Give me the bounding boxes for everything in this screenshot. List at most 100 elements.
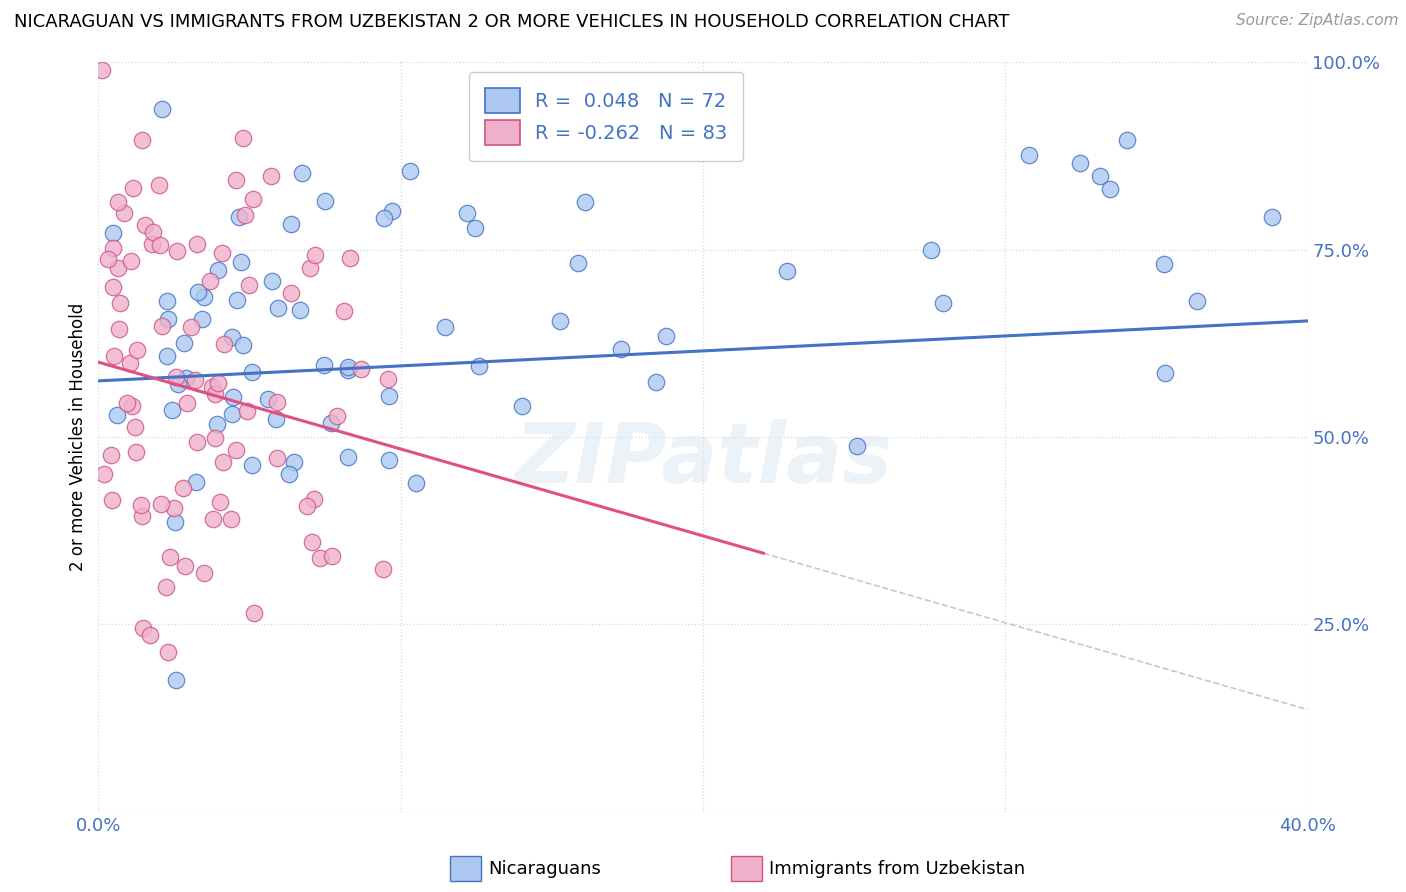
- Point: [228, 210, 250, 224]
- Point: [148, 178, 170, 193]
- Point: [377, 453, 399, 467]
- Point: [238, 277, 260, 292]
- Point: [309, 550, 332, 565]
- Point: [156, 645, 179, 659]
- Point: [163, 515, 186, 529]
- Point: [240, 365, 263, 379]
- Point: [131, 621, 153, 635]
- Point: [193, 290, 215, 304]
- Point: [381, 204, 404, 219]
- Point: [207, 417, 229, 431]
- Point: [377, 371, 399, 385]
- Point: [1069, 155, 1091, 169]
- Point: [510, 399, 533, 413]
- Point: [107, 261, 129, 276]
- Point: [312, 358, 335, 372]
- Point: [101, 492, 124, 507]
- Point: [131, 498, 153, 512]
- Point: [233, 208, 256, 222]
- Point: [93, 467, 115, 482]
- Point: [291, 166, 314, 180]
- Point: [186, 237, 208, 252]
- Point: [212, 455, 235, 469]
- Point: [156, 293, 179, 308]
- Point: [399, 164, 422, 178]
- Point: [456, 205, 478, 219]
- Point: [373, 211, 395, 226]
- Point: [221, 330, 243, 344]
- Point: [775, 264, 797, 278]
- Point: [165, 370, 187, 384]
- Point: [378, 389, 401, 403]
- Point: [180, 320, 202, 334]
- Point: [283, 455, 305, 469]
- Point: [920, 243, 942, 257]
- Point: [127, 343, 149, 357]
- Point: [280, 286, 302, 301]
- Point: [259, 169, 281, 183]
- Point: [232, 130, 254, 145]
- Point: [160, 403, 183, 417]
- Point: [298, 261, 321, 276]
- Point: [120, 356, 142, 370]
- Point: [121, 180, 143, 194]
- Text: ZIPatlas: ZIPatlas: [515, 419, 891, 500]
- Point: [468, 359, 491, 374]
- Point: [574, 195, 596, 210]
- Point: [1187, 293, 1209, 308]
- Point: [1154, 367, 1177, 381]
- Point: [242, 192, 264, 206]
- Point: [156, 349, 179, 363]
- Point: [174, 559, 197, 574]
- Y-axis label: 2 or more Vehicles in Household: 2 or more Vehicles in Household: [69, 303, 87, 571]
- Point: [183, 373, 205, 387]
- Point: [212, 337, 235, 351]
- Point: [266, 450, 288, 465]
- Point: [142, 225, 165, 239]
- Point: [321, 549, 343, 563]
- Point: [326, 409, 349, 423]
- Point: [339, 251, 361, 265]
- Point: [226, 293, 249, 307]
- Point: [655, 328, 678, 343]
- Point: [167, 376, 190, 391]
- Point: [225, 173, 247, 187]
- Point: [295, 499, 318, 513]
- Point: [131, 508, 153, 523]
- Point: [464, 221, 486, 235]
- Point: [103, 280, 125, 294]
- Point: [314, 194, 336, 208]
- Point: [644, 376, 666, 390]
- Point: [101, 226, 124, 240]
- Point: [97, 252, 120, 266]
- Text: Immigrants from Uzbekistan: Immigrants from Uzbekistan: [769, 860, 1025, 878]
- Point: [184, 475, 207, 490]
- Point: [105, 408, 128, 422]
- Point: [845, 438, 868, 452]
- Point: [232, 338, 254, 352]
- Point: [1018, 148, 1040, 162]
- Point: [208, 494, 231, 508]
- Point: [134, 218, 156, 232]
- Point: [301, 534, 323, 549]
- Point: [120, 254, 142, 268]
- Point: [191, 312, 214, 326]
- Point: [204, 431, 226, 445]
- Point: [1116, 133, 1139, 147]
- Point: [150, 319, 173, 334]
- Point: [150, 102, 173, 116]
- Point: [1099, 182, 1122, 196]
- Point: [139, 628, 162, 642]
- Point: [159, 550, 181, 565]
- Point: [1153, 257, 1175, 271]
- Point: [186, 434, 208, 449]
- Point: [567, 255, 589, 269]
- Point: [172, 481, 194, 495]
- Point: [124, 419, 146, 434]
- Point: [112, 206, 135, 220]
- Point: [371, 562, 394, 576]
- Point: [231, 255, 253, 269]
- Point: [932, 296, 955, 310]
- Point: [610, 342, 633, 356]
- Point: [125, 445, 148, 459]
